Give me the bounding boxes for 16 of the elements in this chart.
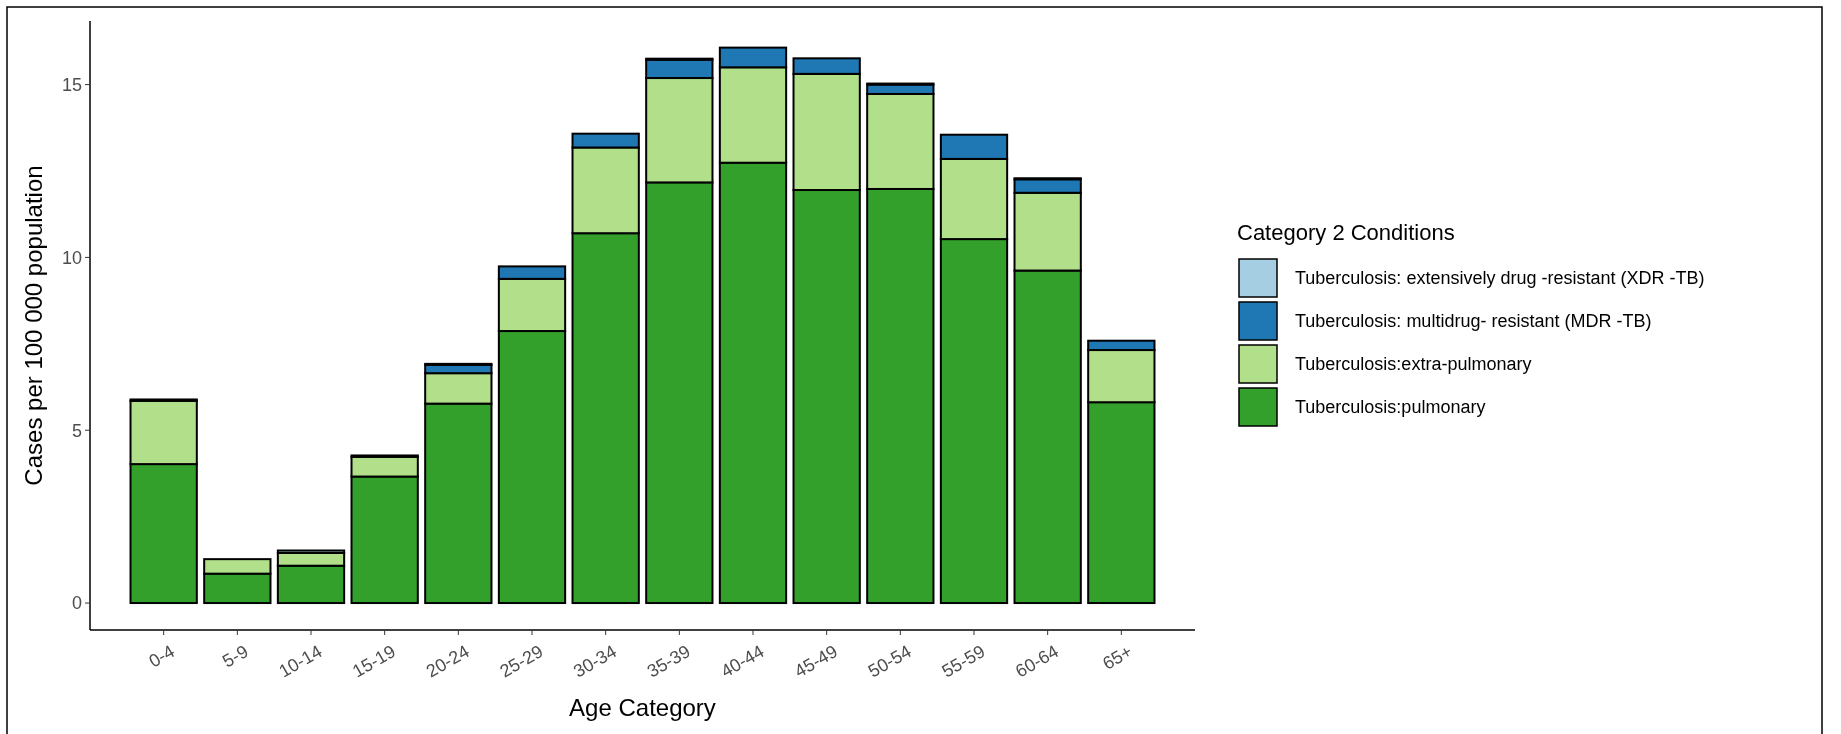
x-tick-label: 65+ (1099, 641, 1136, 674)
x-tick-label: 40-44 (717, 641, 768, 682)
legend-label: Tuberculosis: extensively drug -resistant (XDR -TB) (1295, 268, 1705, 289)
x-axis-title: Age Category (569, 694, 716, 721)
legend-label: Tuberculosis:extra-pulmonary (1295, 354, 1532, 375)
y-tick-label: 15 (61, 74, 82, 95)
x-tick-label: 45-49 (791, 641, 841, 682)
x-tick-label: 5-9 (219, 641, 252, 672)
y-tick-label: 10 (61, 247, 82, 268)
y-tick-label: 0 (71, 593, 82, 614)
legend-title: Category 2 Conditions (1237, 220, 1455, 245)
legend-label: Tuberculosis: multidrug- resistant (MDR -TB) (1295, 311, 1652, 332)
legend-label: Tuberculosis:pulmonary (1295, 397, 1486, 418)
y-tick-label: 5 (71, 420, 82, 441)
y-axis-title: Cases per 100 000 population (20, 165, 47, 486)
x-tick-label: 0-4 (145, 641, 178, 672)
